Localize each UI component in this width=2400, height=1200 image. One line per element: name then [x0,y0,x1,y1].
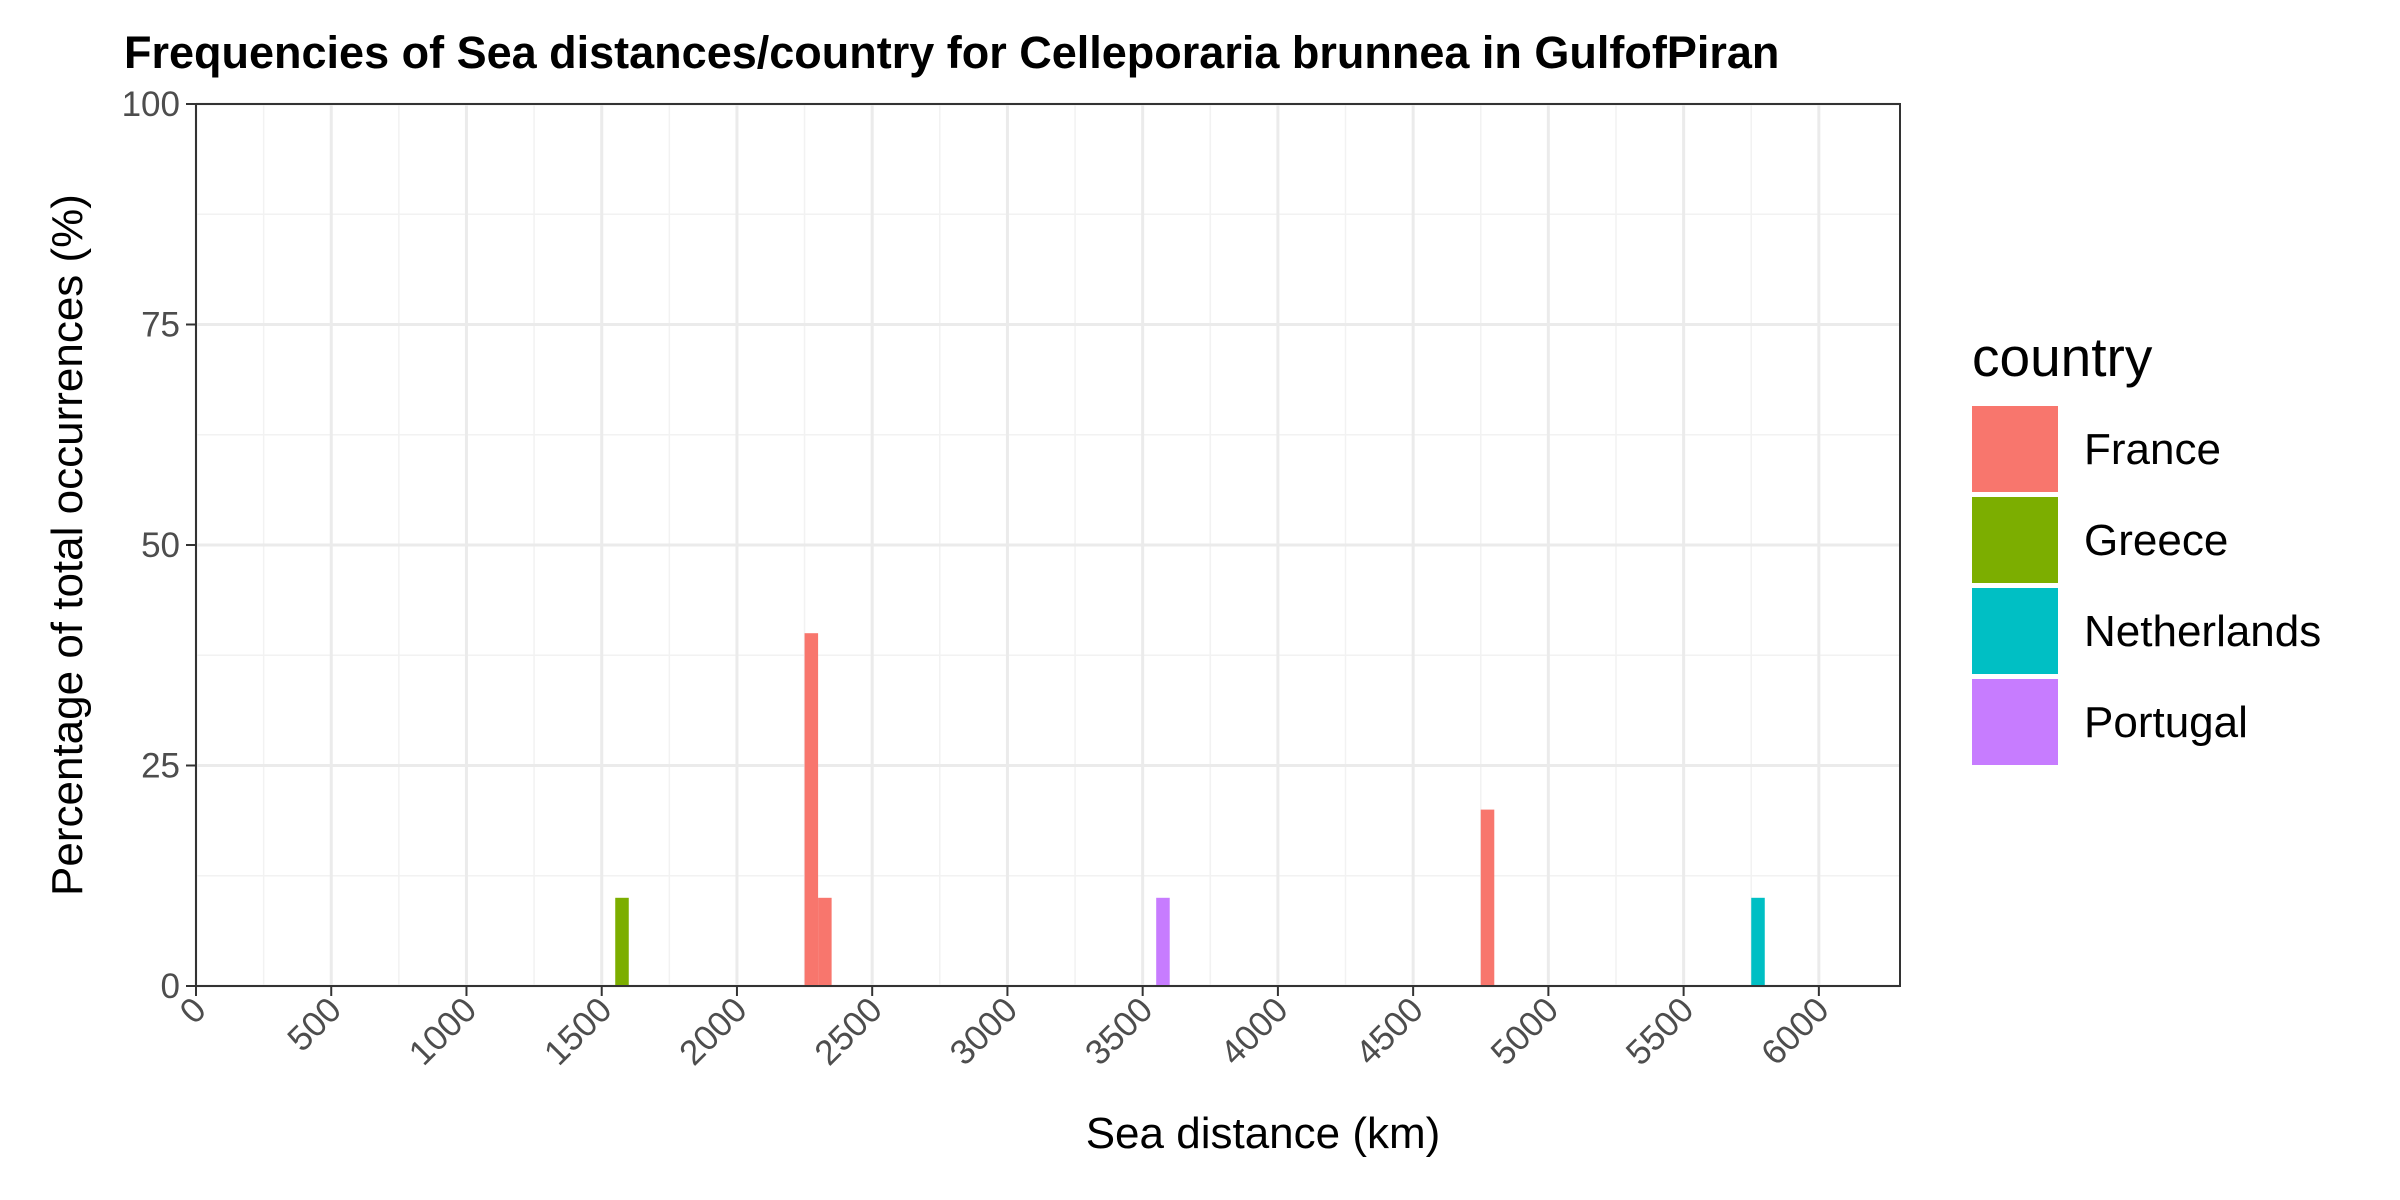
legend-label-greece: Greece [2084,516,2228,565]
bars [615,633,1765,986]
y-axis-title: Percentage of total occurrences (%) [43,194,92,896]
legend: country France Greece Netherlands Portugal [1972,326,2321,765]
x-tick-label: 500 [280,990,349,1059]
x-tick-label: 1500 [537,990,620,1073]
x-tick-label: 0 [172,990,213,1031]
legend-key-france [1972,406,2058,492]
x-tick-label: 3500 [1078,990,1161,1073]
legend-label-portugal: Portugal [2084,698,2248,747]
x-tick-label: 4000 [1213,990,1296,1073]
bar-france [1480,809,1495,986]
legend-key-portugal [1972,679,2058,765]
legend-label-netherlands: Netherlands [2084,607,2321,656]
bar-greece [615,897,629,986]
legend-label-france: France [2084,425,2221,474]
legend-items: France Greece Netherlands Portugal [1972,406,2321,765]
y-tick-label: 50 [141,526,180,565]
bar-france [818,897,832,986]
bar-france [804,633,819,986]
y-tick-label: 0 [161,967,180,1006]
x-tick-label: 3000 [942,990,1025,1073]
chart-title: Frequencies of Sea distances/country for… [124,27,1779,78]
x-tick-label: 5000 [1483,990,1566,1073]
x-axis-title: Sea distance (km) [1086,1109,1441,1158]
y-tick-label: 100 [122,85,180,124]
bar-netherlands [1751,897,1765,986]
x-tick-label: 2000 [672,990,755,1073]
x-tick-label: 4500 [1348,990,1431,1073]
legend-key-netherlands [1972,588,2058,674]
x-tick-label: 5500 [1619,990,1702,1073]
x-tick-label: 6000 [1754,990,1837,1073]
y-tick-label: 75 [141,306,180,345]
legend-key-greece [1972,497,2058,583]
bar-portugal [1156,897,1170,986]
x-tick-label: 2500 [807,990,890,1073]
grid [194,102,1900,988]
x-tick-label: 1000 [401,990,484,1073]
y-tick-label: 25 [141,747,180,786]
legend-title: country [1972,326,2153,388]
